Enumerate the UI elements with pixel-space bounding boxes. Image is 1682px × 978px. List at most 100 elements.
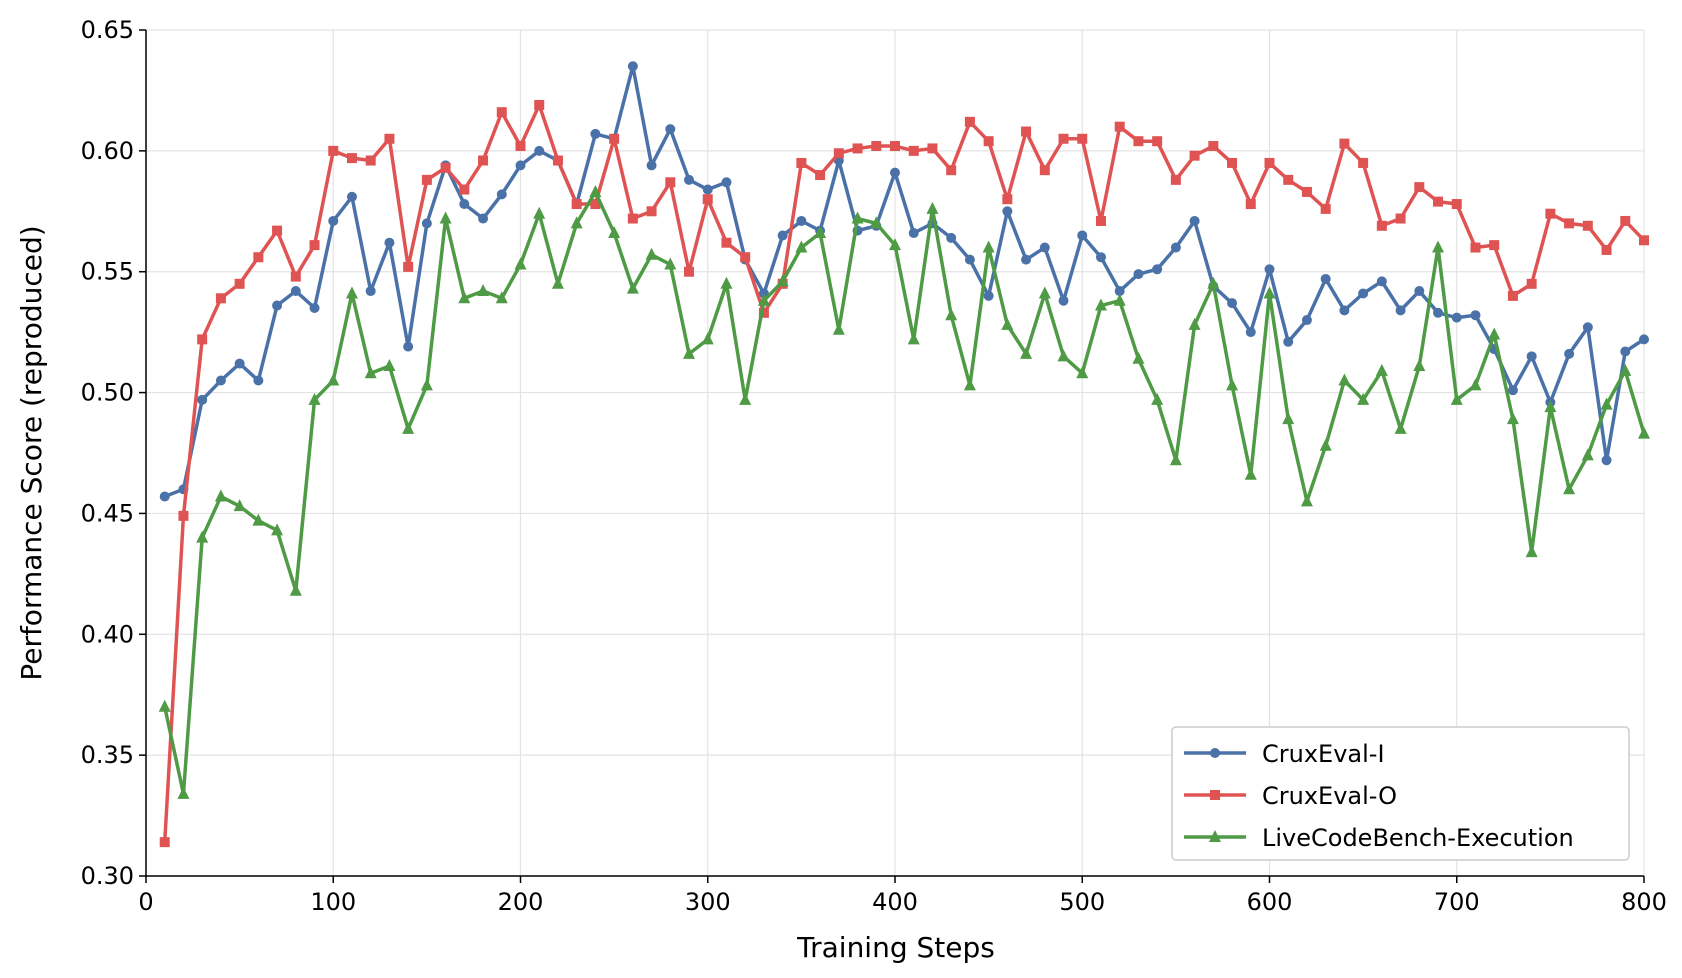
data-point xyxy=(515,141,526,152)
data-point xyxy=(1470,310,1481,321)
data-point xyxy=(1525,545,1538,558)
data-point xyxy=(1638,426,1650,439)
data-point xyxy=(702,194,713,205)
data-point xyxy=(1489,240,1500,251)
data-point xyxy=(570,216,583,229)
data-point xyxy=(1245,199,1256,210)
data-point xyxy=(384,237,395,248)
data-point xyxy=(272,225,283,236)
data-point xyxy=(1619,363,1632,376)
data-point xyxy=(908,228,919,239)
data-point xyxy=(328,215,339,226)
data-point xyxy=(815,170,826,181)
data-point xyxy=(534,145,545,156)
data-point xyxy=(253,252,264,263)
y-tick-label: 0.65 xyxy=(81,16,134,44)
data-point xyxy=(552,155,563,166)
data-point xyxy=(345,286,358,299)
data-point xyxy=(253,375,264,386)
data-point xyxy=(440,162,451,173)
data-point xyxy=(1601,455,1612,466)
y-tick-label: 0.50 xyxy=(81,379,134,407)
data-point xyxy=(197,394,208,405)
data-point xyxy=(1169,453,1182,466)
data-point xyxy=(646,160,657,171)
data-point xyxy=(1282,412,1295,425)
x-axis-title: Training Steps xyxy=(796,931,995,964)
data-point xyxy=(534,99,545,110)
data-point xyxy=(1264,264,1275,275)
data-point xyxy=(478,155,489,166)
data-point xyxy=(1002,206,1013,217)
data-point xyxy=(1058,133,1069,144)
legend: CruxEval-I CruxEval-O LiveCodeBench-Execut… xyxy=(1171,726,1630,861)
data-point xyxy=(1358,157,1369,168)
data-point xyxy=(1620,215,1631,226)
data-point xyxy=(1581,448,1594,461)
data-point xyxy=(1226,378,1239,391)
data-point xyxy=(684,174,695,185)
data-point xyxy=(1339,305,1350,316)
legend-marker xyxy=(1209,830,1221,842)
data-point xyxy=(421,174,432,185)
data-point xyxy=(271,523,284,536)
legend-label: CruxEval-O xyxy=(1262,782,1397,810)
data-point xyxy=(421,218,432,229)
y-tick-label: 0.45 xyxy=(81,499,134,527)
data-point xyxy=(290,271,301,282)
data-point xyxy=(795,240,808,253)
data-point xyxy=(1152,136,1163,147)
data-point xyxy=(403,261,414,272)
data-point xyxy=(1283,174,1294,185)
data-point xyxy=(1264,157,1275,168)
data-point xyxy=(1395,213,1406,224)
data-point xyxy=(1545,208,1556,219)
data-point xyxy=(478,213,489,224)
data-point xyxy=(664,257,677,270)
data-point xyxy=(964,254,975,265)
x-tick-label: 700 xyxy=(1434,888,1480,916)
data-point xyxy=(1563,482,1576,495)
y-tick-label: 0.35 xyxy=(81,741,134,769)
data-point xyxy=(626,281,639,294)
data-point xyxy=(1320,273,1331,284)
data-point xyxy=(364,366,377,379)
data-point xyxy=(551,276,564,289)
data-point xyxy=(1469,378,1482,391)
data-point xyxy=(1245,327,1256,338)
data-point xyxy=(796,215,807,226)
data-point xyxy=(1227,298,1238,309)
data-point xyxy=(1526,278,1537,289)
data-point xyxy=(1113,293,1126,306)
y-axis-title: Performance Score (reproduced) xyxy=(15,225,48,680)
data-point xyxy=(309,240,320,251)
series-layer xyxy=(158,61,1650,848)
data-point xyxy=(328,145,339,156)
data-point xyxy=(983,136,994,147)
data-point xyxy=(383,358,396,371)
data-point xyxy=(1077,230,1088,241)
x-tick-label: 600 xyxy=(1247,888,1293,916)
data-point xyxy=(439,211,452,224)
data-point xyxy=(1132,351,1145,364)
y-tick-label: 0.60 xyxy=(81,137,134,165)
data-point xyxy=(1564,218,1575,229)
legend-marker xyxy=(1210,748,1220,758)
data-point xyxy=(1433,307,1444,318)
data-point xyxy=(459,199,470,210)
data-point xyxy=(1301,186,1312,197)
x-tick-label: 500 xyxy=(1059,888,1105,916)
data-point xyxy=(1095,215,1106,226)
data-point xyxy=(1189,150,1200,161)
data-point xyxy=(1133,136,1144,147)
data-point xyxy=(963,378,976,391)
series-line xyxy=(164,64,1645,499)
data-point xyxy=(776,274,789,287)
data-point xyxy=(908,145,919,156)
data-point xyxy=(720,276,733,289)
data-point xyxy=(1414,182,1425,193)
data-point xyxy=(740,252,751,263)
data-point xyxy=(645,247,658,260)
data-point xyxy=(215,293,226,304)
